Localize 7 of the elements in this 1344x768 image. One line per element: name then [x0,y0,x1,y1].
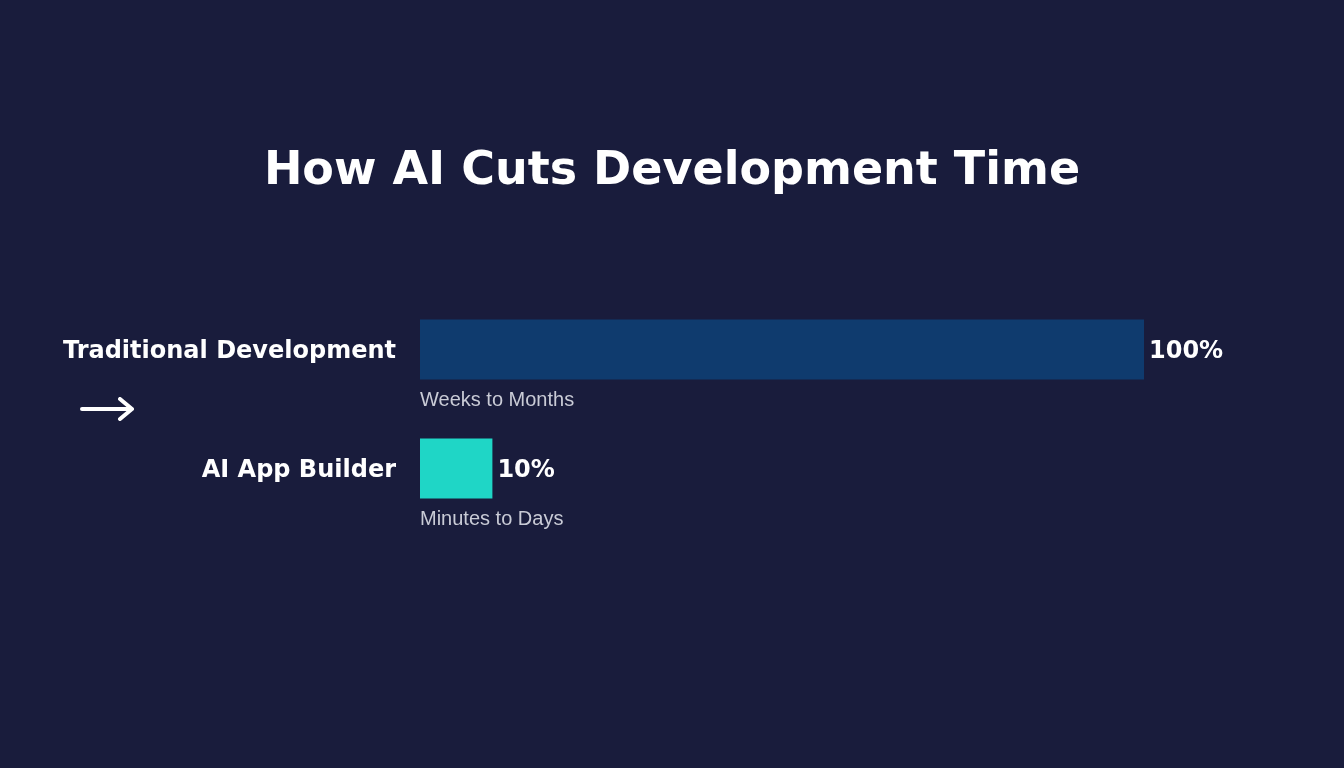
y-tick-label: AI App Builder [201,454,397,483]
data-label: 100% [1149,335,1224,364]
annotation: Minutes to Days [420,506,564,530]
chart-title: How AI Cuts Development Time [263,141,1081,195]
annotation: Weeks to Months [420,387,575,411]
data-label: 10% [497,454,555,483]
y-tick-label: Traditional Development [62,335,396,364]
